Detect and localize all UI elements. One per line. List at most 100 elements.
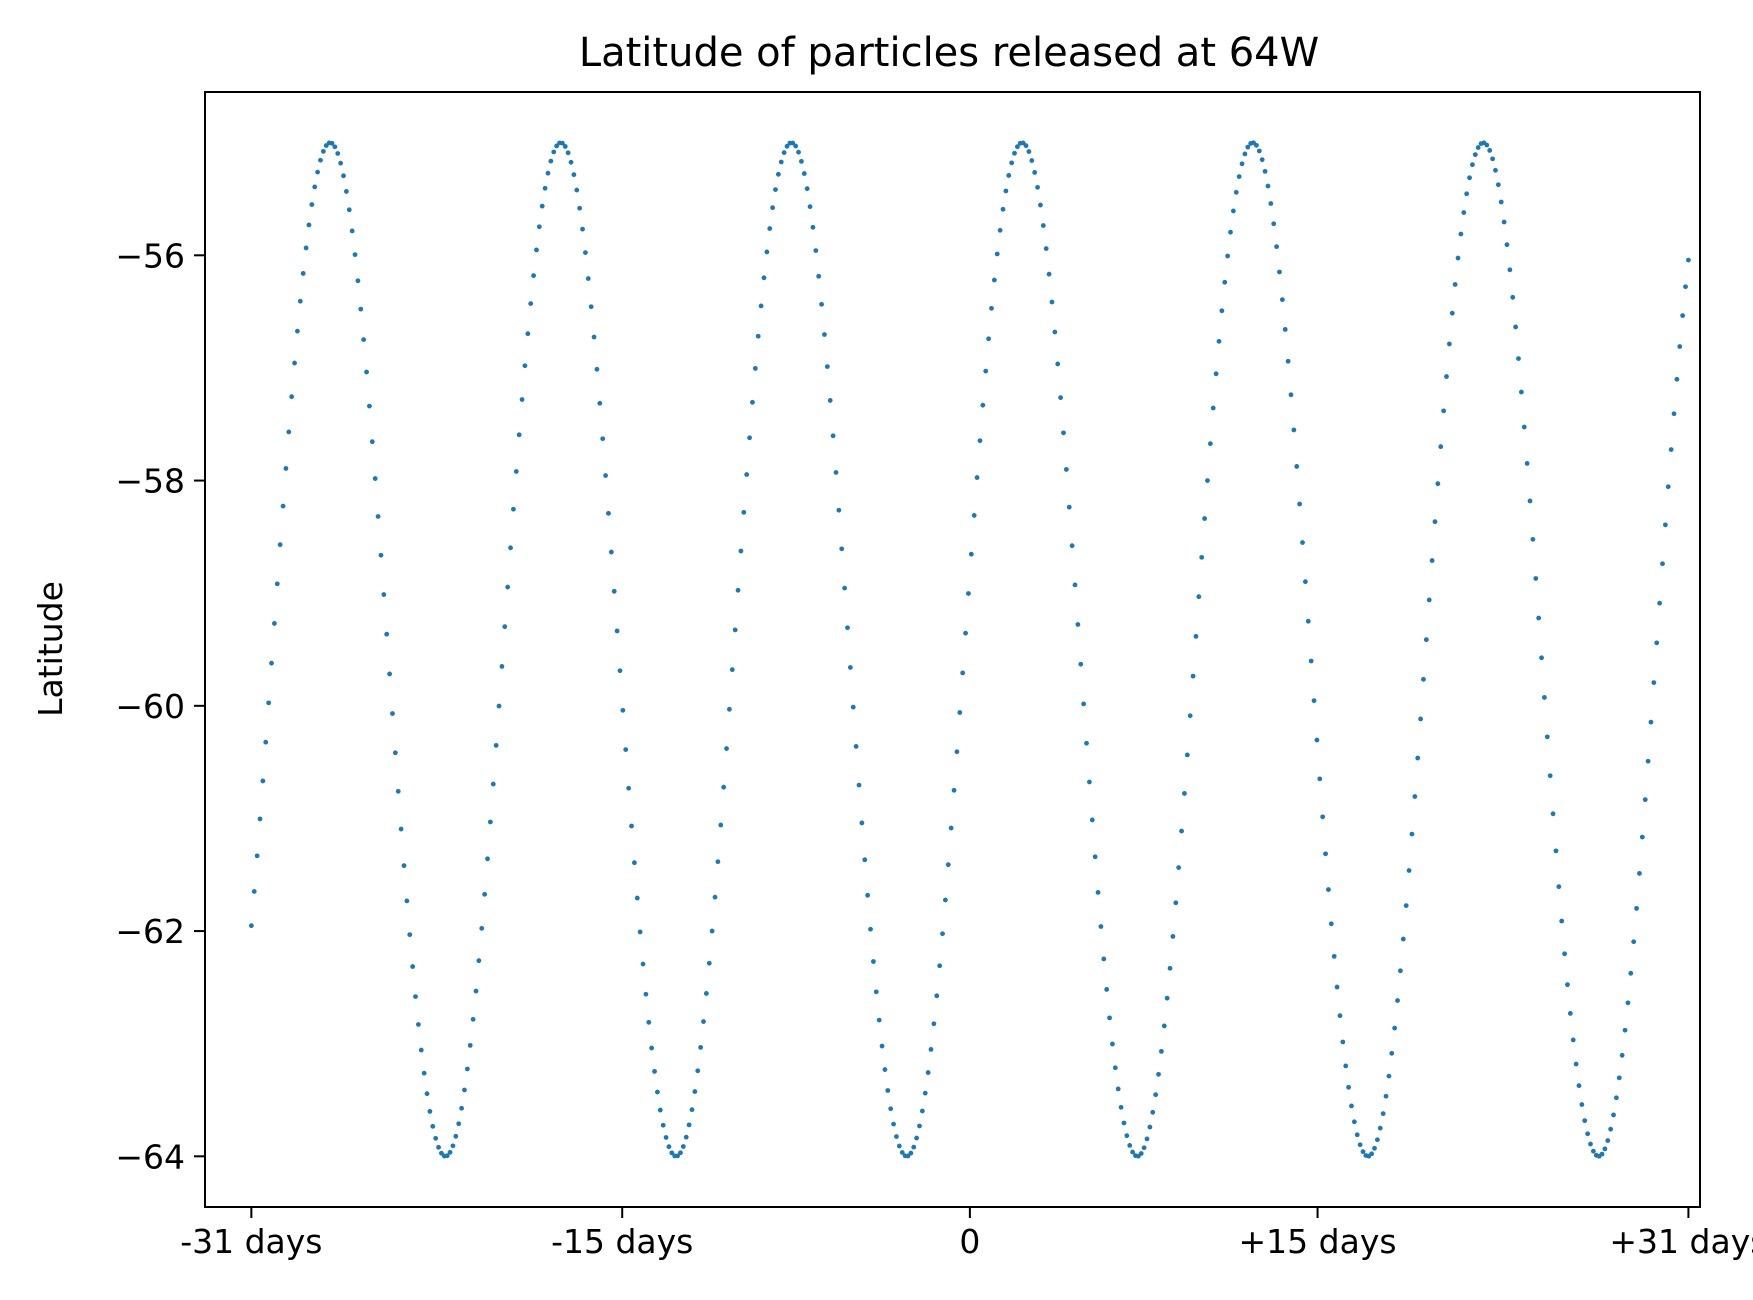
data-point bbox=[735, 587, 741, 593]
data-point bbox=[1127, 1143, 1133, 1148]
data-point bbox=[873, 989, 879, 995]
data-point bbox=[819, 301, 824, 307]
data-point bbox=[398, 826, 404, 832]
data-point bbox=[1104, 987, 1110, 992]
data-point bbox=[943, 897, 948, 903]
data-point bbox=[611, 588, 617, 594]
data-point bbox=[816, 273, 822, 279]
data-point bbox=[623, 747, 629, 752]
data-point bbox=[822, 332, 827, 337]
data-point bbox=[657, 1107, 663, 1113]
data-point bbox=[640, 961, 646, 967]
data-point bbox=[367, 403, 372, 409]
data-point bbox=[401, 863, 407, 869]
data-point bbox=[1527, 498, 1533, 504]
data-point bbox=[824, 364, 830, 369]
data-point bbox=[1665, 484, 1671, 490]
data-point bbox=[1049, 299, 1055, 305]
data-point bbox=[574, 187, 580, 193]
data-point bbox=[1210, 405, 1216, 411]
data-point bbox=[698, 1045, 704, 1050]
data-point bbox=[585, 276, 591, 281]
data-point bbox=[1602, 1146, 1608, 1152]
data-point bbox=[1346, 1084, 1351, 1090]
data-point bbox=[407, 932, 413, 938]
data-point bbox=[600, 436, 606, 442]
data-point bbox=[346, 207, 352, 213]
data-point bbox=[1406, 868, 1412, 873]
data-point bbox=[1501, 219, 1507, 225]
data-point bbox=[606, 510, 611, 516]
data-point bbox=[862, 857, 868, 863]
data-point bbox=[1167, 965, 1173, 971]
data-point bbox=[1144, 1136, 1150, 1142]
data-point bbox=[248, 923, 254, 929]
data-point bbox=[790, 140, 796, 146]
data-point bbox=[1236, 174, 1242, 180]
chart-title: Latitude of particles released at 64W bbox=[579, 30, 1319, 76]
data-point bbox=[433, 1135, 439, 1141]
data-point bbox=[1311, 698, 1317, 704]
data-point bbox=[675, 1153, 680, 1159]
data-point bbox=[925, 1070, 931, 1075]
data-point bbox=[842, 585, 848, 591]
data-point bbox=[1671, 411, 1677, 417]
data-point bbox=[1513, 324, 1519, 330]
data-point bbox=[1668, 447, 1674, 453]
data-point bbox=[752, 366, 758, 371]
data-point bbox=[1222, 279, 1228, 285]
data-point bbox=[548, 158, 554, 164]
data-point bbox=[320, 148, 326, 154]
data-point bbox=[1078, 661, 1084, 667]
data-point bbox=[343, 189, 349, 194]
data-point bbox=[1553, 848, 1559, 854]
y-axis-ticks: −56 −58 −60 −62 −64 bbox=[115, 236, 205, 1176]
data-point bbox=[1207, 441, 1213, 447]
data-point bbox=[888, 1106, 894, 1112]
data-point bbox=[1187, 713, 1193, 719]
data-point bbox=[1495, 182, 1501, 188]
data-point bbox=[591, 334, 597, 340]
data-point bbox=[1455, 255, 1461, 261]
data-point bbox=[701, 1019, 706, 1024]
data-point bbox=[966, 591, 971, 596]
data-point bbox=[1429, 558, 1435, 563]
data-point bbox=[712, 894, 718, 900]
data-point bbox=[392, 750, 398, 756]
data-point bbox=[1472, 152, 1478, 158]
data-point bbox=[729, 667, 735, 673]
data-point bbox=[968, 551, 974, 557]
data-point bbox=[1470, 162, 1475, 168]
data-point bbox=[1101, 956, 1107, 962]
data-point bbox=[922, 1090, 928, 1096]
data-point bbox=[1631, 939, 1637, 945]
data-point bbox=[1423, 637, 1429, 643]
data-point bbox=[830, 433, 836, 439]
data-point bbox=[1458, 231, 1464, 237]
data-point bbox=[456, 1121, 462, 1127]
data-point bbox=[1170, 934, 1176, 939]
data-point bbox=[1052, 329, 1058, 335]
data-point bbox=[1084, 740, 1089, 746]
data-point bbox=[1026, 149, 1032, 154]
data-point bbox=[1464, 191, 1470, 197]
data-point bbox=[453, 1133, 459, 1139]
data-point bbox=[1069, 543, 1075, 549]
data-point bbox=[603, 473, 608, 478]
data-point bbox=[583, 250, 588, 256]
data-point bbox=[856, 782, 862, 788]
data-point bbox=[1098, 924, 1104, 929]
data-point bbox=[914, 1135, 920, 1141]
data-point bbox=[315, 169, 320, 175]
data-point bbox=[1683, 284, 1688, 290]
data-point bbox=[1657, 600, 1663, 606]
x-tick-label: +31 days bbox=[1609, 1222, 1753, 1261]
data-point bbox=[534, 247, 539, 253]
data-point bbox=[1219, 308, 1225, 314]
data-point bbox=[1000, 206, 1006, 212]
data-point bbox=[629, 823, 634, 829]
data-point bbox=[289, 394, 295, 400]
data-point bbox=[254, 853, 260, 859]
data-point bbox=[1317, 776, 1323, 782]
